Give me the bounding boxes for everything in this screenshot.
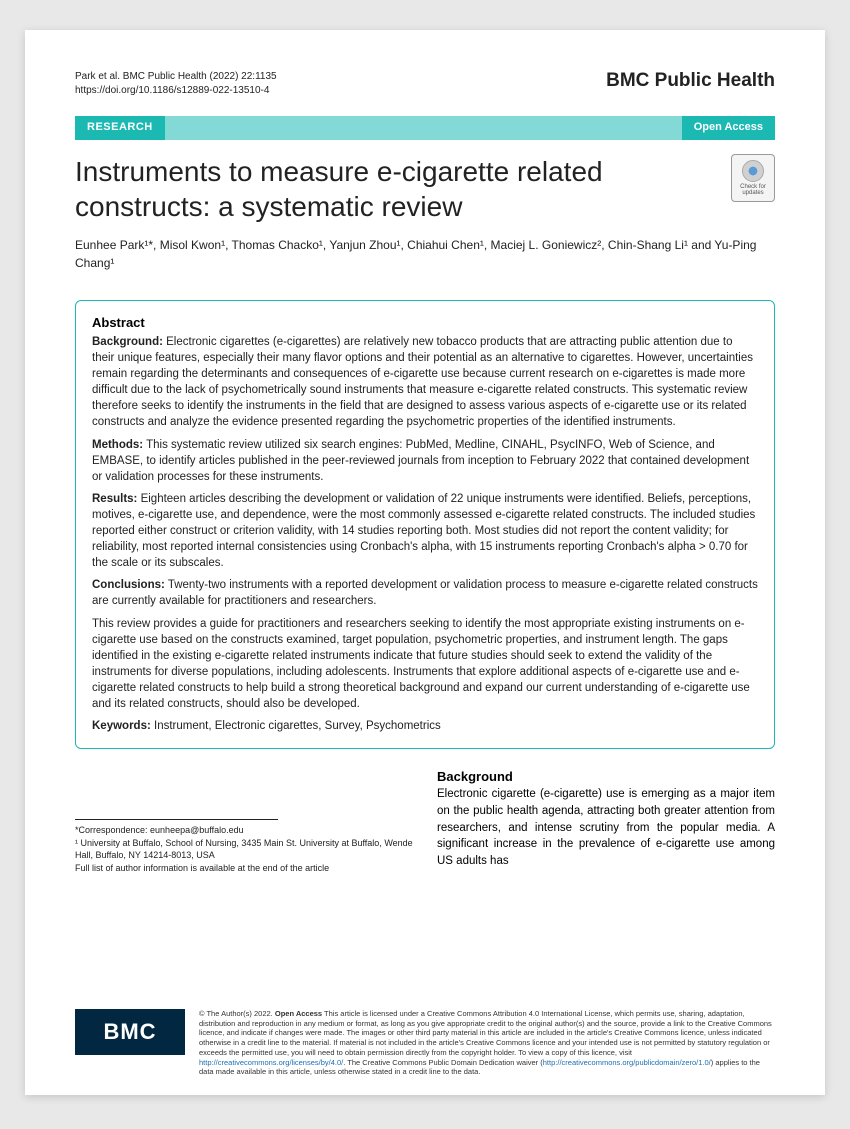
keywords-label: Keywords: <box>92 720 151 732</box>
correspondence-note: Full list of author information is avail… <box>75 862 413 875</box>
category-ribbon: RESEARCH Open Access <box>75 116 775 140</box>
abstract-methods: Methods: This systematic review utilized… <box>92 437 758 485</box>
check-updates-text: Check for updates <box>732 184 774 196</box>
check-updates-badge[interactable]: Check for updates <box>731 154 775 202</box>
correspondence-affiliation: ¹ University at Buffalo, School of Nursi… <box>75 837 413 862</box>
background-text: Electronic cigarettes (e-cigarettes) are… <box>92 336 753 428</box>
abstract-results: Results: Eighteen articles describing th… <box>92 491 758 571</box>
bmc-logo: BMC <box>75 1009 185 1055</box>
cc0-link[interactable]: http://creativecommons.org/publicdomain/… <box>543 1058 711 1067</box>
background-body-text: Electronic cigarette (e-cigarette) use i… <box>437 786 775 869</box>
abstract-heading: Abstract <box>92 315 758 330</box>
journal-name: BMC Public Health <box>606 70 775 92</box>
doi-link[interactable]: https://doi.org/10.1186/s12889-022-13510… <box>75 84 277 98</box>
page: Park et al. BMC Public Health (2022) 22:… <box>25 30 825 1095</box>
crossmark-icon <box>742 160 764 182</box>
page-footer: BMC © The Author(s) 2022. Open Access Th… <box>75 1009 775 1077</box>
abstract-background: Background: Electronic cigarettes (e-cig… <box>92 334 758 431</box>
correspondence-column: *Correspondence: eunheepa@buffalo.edu ¹ … <box>75 769 413 874</box>
methods-text: This systematic review utilized six sear… <box>92 439 749 483</box>
bmc-logo-text: BMC <box>103 1019 156 1045</box>
title-row: Instruments to measure e-cigarette relat… <box>75 154 775 224</box>
citation-block: Park et al. BMC Public Health (2022) 22:… <box>75 70 277 98</box>
results-label: Results: <box>92 493 137 505</box>
category-label: RESEARCH <box>75 116 165 140</box>
abstract-box: Abstract Background: Electronic cigarett… <box>75 300 775 749</box>
body-columns: *Correspondence: eunheepa@buffalo.edu ¹ … <box>75 769 775 874</box>
citation-text: Park et al. BMC Public Health (2022) 22:… <box>75 70 277 84</box>
conclusions-label: Conclusions: <box>92 579 165 591</box>
article-title: Instruments to measure e-cigarette relat… <box>75 154 731 224</box>
correspondence-email: *Correspondence: eunheepa@buffalo.edu <box>75 824 413 837</box>
results-text: Eighteen articles describing the develop… <box>92 493 755 569</box>
keywords-text: Instrument, Electronic cigarettes, Surve… <box>154 720 441 732</box>
abstract-conclusions: Conclusions: Twenty-two instruments with… <box>92 577 758 609</box>
cc-by-link[interactable]: http://creativecommons.org/licenses/by/4… <box>199 1058 343 1067</box>
open-access-label: Open Access <box>682 116 775 140</box>
background-heading: Background <box>437 769 775 784</box>
background-label: Background: <box>92 336 163 348</box>
abstract-discussion: This review provides a guide for practit… <box>92 616 758 713</box>
author-list: Eunhee Park¹*, Misol Kwon¹, Thomas Chack… <box>75 236 775 272</box>
license-mid: . The Creative Commons Public Domain Ded… <box>343 1058 543 1067</box>
copyright-text: © The Author(s) 2022. <box>199 1009 275 1018</box>
page-header: Park et al. BMC Public Health (2022) 22:… <box>75 70 775 98</box>
abstract-keywords: Keywords: Instrument, Electronic cigaret… <box>92 718 758 734</box>
open-access-bold: Open Access <box>275 1009 322 1018</box>
ribbon-spacer <box>165 116 682 140</box>
methods-label: Methods: <box>92 439 143 451</box>
license-text: © The Author(s) 2022. Open Access This a… <box>199 1009 775 1077</box>
correspondence-rule <box>75 819 278 820</box>
body-column: Background Electronic cigarette (e-cigar… <box>437 769 775 874</box>
conclusions-text: Twenty-two instruments with a reported d… <box>92 579 758 607</box>
